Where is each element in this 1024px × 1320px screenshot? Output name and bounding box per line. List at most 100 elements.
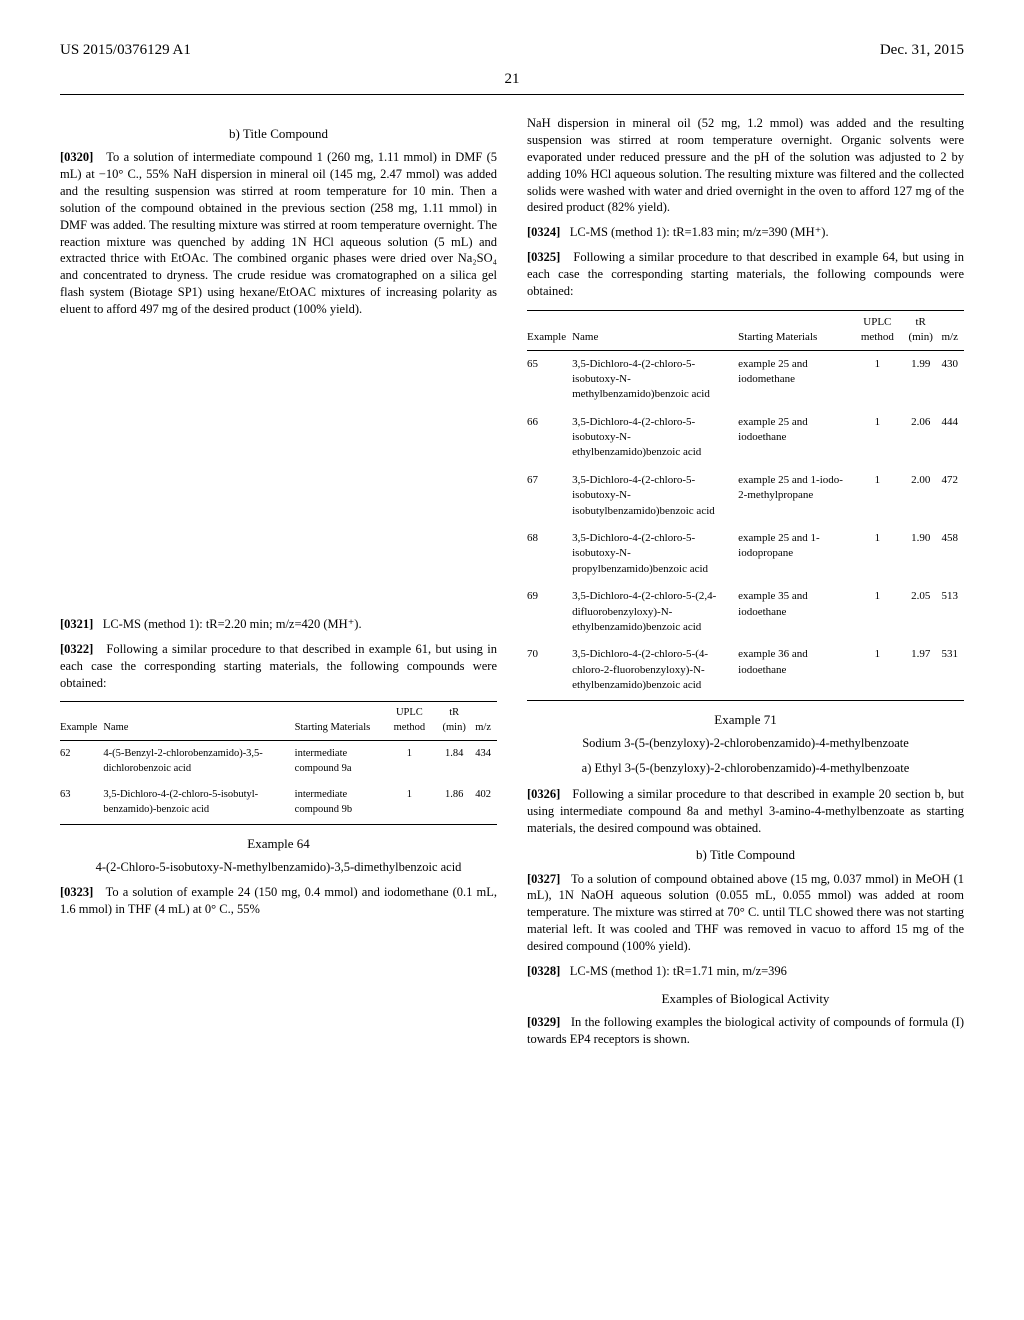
table-cell: 1.86	[439, 782, 475, 824]
para-0320-text: To a solution of intermediate compound 1…	[60, 150, 497, 316]
table-cell: 1	[386, 740, 439, 782]
table-cell: 67	[527, 467, 572, 525]
para-0329-text: In the following examples the biological…	[527, 1015, 964, 1046]
table-header-row: Example Name Starting Materials UPLC met…	[60, 702, 497, 740]
table-cell: 4-(5-Benzyl-2-chlorobenzamido)-3,5-dichl…	[103, 740, 294, 782]
table-cell: 458	[941, 525, 964, 583]
para-num-0321: [0321]	[60, 617, 93, 631]
table-cell: 430	[941, 350, 964, 409]
table-cell: 69	[527, 583, 572, 641]
col-tr: tR (min)	[906, 310, 942, 350]
col-starting: Starting Materials	[738, 310, 855, 350]
para-0327-text: To a solution of compound obtained above…	[527, 872, 964, 954]
para-num-0327: [0327]	[527, 872, 560, 886]
para-num-0323: [0323]	[60, 885, 93, 899]
table-cell: 3,5-Dichloro-4-(2-chloro-5-(4-chloro-2-f…	[572, 641, 738, 700]
table-cell: 1	[855, 641, 906, 700]
table-row: 663,5-Dichloro-4-(2-chloro-5-isobutoxy-N…	[527, 409, 964, 467]
table-row: 693,5-Dichloro-4-(2-chloro-5-(2,4-difluo…	[527, 583, 964, 641]
para-0325: [0325] Following a similar procedure to …	[527, 249, 964, 300]
para-0328: [0328] LC-MS (method 1): tR=1.71 min, m/…	[527, 963, 964, 980]
table-cell: 472	[941, 467, 964, 525]
left-column: b) Title Compound [0320] To a solution o…	[60, 115, 497, 1056]
para-num-0320: [0320]	[60, 150, 93, 164]
para-num-0322: [0322]	[60, 642, 93, 656]
table-cell: 68	[527, 525, 572, 583]
title-compound-b: b) Title Compound	[60, 125, 497, 143]
table-cell: example 36 and iodoethane	[738, 641, 855, 700]
para-0324-text: LC-MS (method 1): tR=1.83 min; m/z=390 (…	[570, 225, 829, 239]
table-row: 653,5-Dichloro-4-(2-chloro-5-isobutoxy-N…	[527, 350, 964, 409]
col-mz: m/z	[941, 310, 964, 350]
page-number: 21	[60, 69, 964, 90]
table-cell: 2.06	[906, 409, 942, 467]
example-71-name: Sodium 3-(5-(benzyloxy)-2-chlorobenzamid…	[527, 735, 964, 753]
table-cell: 1	[855, 350, 906, 409]
table-row: 624-(5-Benzyl-2-chlorobenzamido)-3,5-dic…	[60, 740, 497, 782]
table-cell: intermediate compound 9a	[295, 740, 386, 782]
table-row: 683,5-Dichloro-4-(2-chloro-5-isobutoxy-N…	[527, 525, 964, 583]
example-64-title: Example 64	[60, 835, 497, 853]
table-cell: example 35 and iodoethane	[738, 583, 855, 641]
table-cell: intermediate compound 9b	[295, 782, 386, 824]
para-0327: [0327] To a solution of compound obtaine…	[527, 871, 964, 955]
example-64-name: 4-(2-Chloro-5-isobutoxy-N-methylbenzamid…	[60, 859, 497, 877]
table-small: Example Name Starting Materials UPLC met…	[60, 701, 497, 824]
para-0321-text: LC-MS (method 1): tR=2.20 min; m/z=420 (…	[103, 617, 362, 631]
table-cell: 65	[527, 350, 572, 409]
table-cell: 1	[855, 525, 906, 583]
col-mz: m/z	[475, 702, 497, 740]
table-row: 703,5-Dichloro-4-(2-chloro-5-(4-chloro-2…	[527, 641, 964, 700]
table-cell: 2.00	[906, 467, 942, 525]
table-cell: example 25 and iodomethane	[738, 350, 855, 409]
para-0323-text: To a solution of example 24 (150 mg, 0.4…	[60, 885, 497, 916]
para-0320: [0320] To a solution of intermediate com…	[60, 149, 497, 318]
para-num-0326: [0326]	[527, 787, 560, 801]
table-big: Example Name Starting Materials UPLC met…	[527, 310, 964, 701]
table-cell: 1.99	[906, 350, 942, 409]
table-cell: 1.90	[906, 525, 942, 583]
example-71-title: Example 71	[527, 711, 964, 729]
para-0326: [0326] Following a similar procedure to …	[527, 786, 964, 837]
table-cell: 3,5-Dichloro-4-(2-chloro-5-isobutoxy-N-e…	[572, 409, 738, 467]
table-cell: 513	[941, 583, 964, 641]
para-top-right: NaH dispersion in mineral oil (52 mg, 1.…	[527, 115, 964, 216]
table-cell: 3,5-Dichloro-4-(2-chloro-5-isobutoxy-N-m…	[572, 350, 738, 409]
right-column: NaH dispersion in mineral oil (52 mg, 1.…	[527, 115, 964, 1056]
title-compound-b2: b) Title Compound	[527, 846, 964, 864]
table-row: 673,5-Dichloro-4-(2-chloro-5-isobutoxy-N…	[527, 467, 964, 525]
table-cell: 531	[941, 641, 964, 700]
table-cell: 70	[527, 641, 572, 700]
example-71-a: a) Ethyl 3-(5-(benzyloxy)-2-chlorobenzam…	[527, 760, 964, 778]
table-cell: example 25 and iodoethane	[738, 409, 855, 467]
table-cell: 3,5-Dichloro-4-(2-chloro-5-isobutoxy-N-i…	[572, 467, 738, 525]
col-uplc: UPLC method	[855, 310, 906, 350]
table-cell: 1	[855, 583, 906, 641]
publication-number: US 2015/0376129 A1	[60, 40, 191, 61]
col-name: Name	[103, 702, 294, 740]
para-num-0325: [0325]	[527, 250, 560, 264]
table-cell: 1.97	[906, 641, 942, 700]
table-cell: 1.84	[439, 740, 475, 782]
page-header: US 2015/0376129 A1 Dec. 31, 2015	[60, 40, 964, 61]
para-0326-text: Following a similar procedure to that de…	[527, 787, 964, 835]
para-0323: [0323] To a solution of example 24 (150 …	[60, 884, 497, 918]
table-cell: 402	[475, 782, 497, 824]
bio-activity-title: Examples of Biological Activity	[527, 990, 964, 1008]
para-num-0329: [0329]	[527, 1015, 560, 1029]
col-name: Name	[572, 310, 738, 350]
para-num-0328: [0328]	[527, 964, 560, 978]
table-cell: 1	[386, 782, 439, 824]
col-starting: Starting Materials	[295, 702, 386, 740]
table-cell: example 25 and 1-iodopropane	[738, 525, 855, 583]
col-tr: tR (min)	[439, 702, 475, 740]
para-0321: [0321] LC-MS (method 1): tR=2.20 min; m/…	[60, 616, 497, 633]
table-cell: 434	[475, 740, 497, 782]
table-row: 633,5-Dichloro-4-(2-chloro-5-isobutyl-be…	[60, 782, 497, 824]
para-0325-text: Following a similar procedure to that de…	[527, 250, 964, 298]
table-cell: 63	[60, 782, 103, 824]
col-example: Example	[60, 702, 103, 740]
publication-date: Dec. 31, 2015	[880, 40, 964, 61]
col-example: Example	[527, 310, 572, 350]
table-cell: 62	[60, 740, 103, 782]
